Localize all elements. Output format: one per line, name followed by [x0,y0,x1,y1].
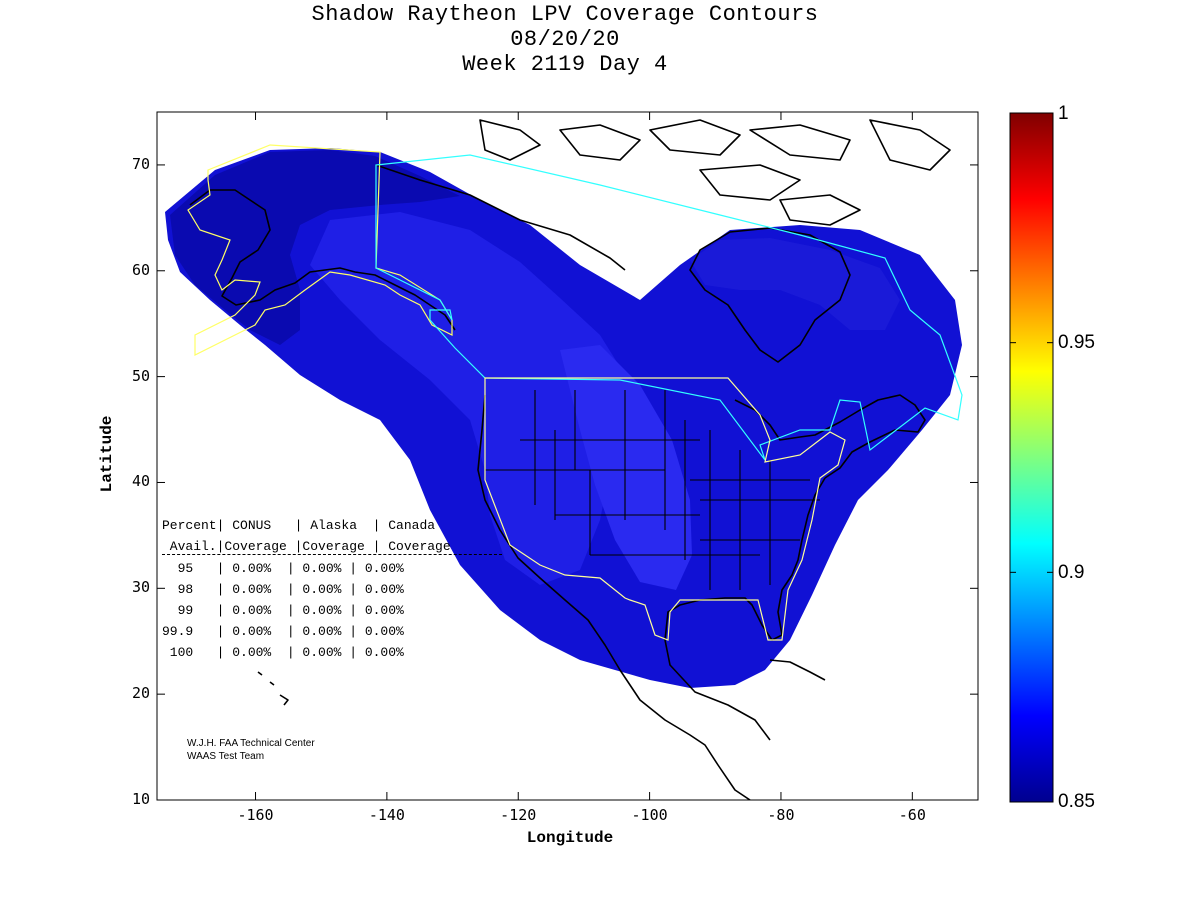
y-tick-label: 70 [131,154,150,173]
axis-ticks [157,112,978,801]
y-tick-label: 30 [131,578,150,597]
alaska-coastline [189,189,456,331]
x-tick-label: -160 [237,806,274,824]
coverage-contour-alaska [170,150,460,345]
y-tick-label: 50 [131,366,150,385]
y-tick-label: 40 [131,472,150,491]
table-header-row2: Avail.|Coverage |Coverage | Coverage [162,539,451,554]
coverage-contour-central [560,345,692,590]
y-tick-label: 60 [131,260,150,279]
canada-fir-boundary [375,154,963,461]
plot-area [165,119,963,800]
x-tick-label: -100 [631,806,668,824]
x-tick-label: -140 [368,806,405,824]
greenland-coastline [689,227,851,363]
colorbar-ticks [1010,112,1053,803]
state-borders [485,390,820,590]
x-tick-label: -120 [500,806,537,824]
credit-line1: W.J.H. FAA Technical Center [187,738,315,749]
y-axis-label: Latitude [98,415,116,493]
colorbar-label-095: 0.95 [1058,332,1095,353]
coverage-table: Percent| CONUS | Alaska | Canada Avail.|… [162,518,502,666]
mexico-coastline [619,669,751,800]
plot-frame [156,111,979,801]
x-axis-label: Longitude [526,829,614,847]
coverage-contour-east [690,238,900,330]
y-tick-label: 10 [131,790,150,808]
us-west-coastline [477,394,621,671]
arctic-coastline [375,164,626,271]
colorbar-label-min: 0.85 [1058,791,1095,812]
colorbar-label-090: 0.9 [1058,562,1085,583]
coverage-contour-west [310,212,625,585]
us-east-coastline [664,477,826,741]
table-header-row1: Percent| CONUS | Alaska | Canada [162,518,436,533]
table-row: 95 | 0.00% | 0.00% | 0.00% [162,561,404,576]
arctic-islands [479,119,951,226]
y-tick-label: 20 [131,684,150,703]
table-row: 98 | 0.00% | 0.00% | 0.00% [162,582,404,597]
cuba-coastline [769,659,826,681]
table-row: 99 | 0.00% | 0.00% | 0.00% [162,603,404,618]
chart-week-day: Week 2119 Day 4 [462,52,668,77]
credit-line2: WAAS Test Team [187,751,265,762]
conus-fir-boundary [484,377,846,641]
x-tick-label: -80 [767,806,795,824]
colorbar [1009,112,1054,803]
table-divider [162,554,502,555]
table-row: 100 | 0.00% | 0.00% | 0.00% [162,645,404,660]
hawaii-islands [257,671,289,706]
chart-title: Shadow Raytheon LPV Coverage Contours [311,2,819,27]
colorbar-label-max: 1 [1058,103,1069,124]
x-tick-label: -60 [898,806,926,824]
table-row: 99.9 | 0.00% | 0.00% | 0.00% [162,624,404,639]
chart-date: 08/20/20 [510,27,620,52]
